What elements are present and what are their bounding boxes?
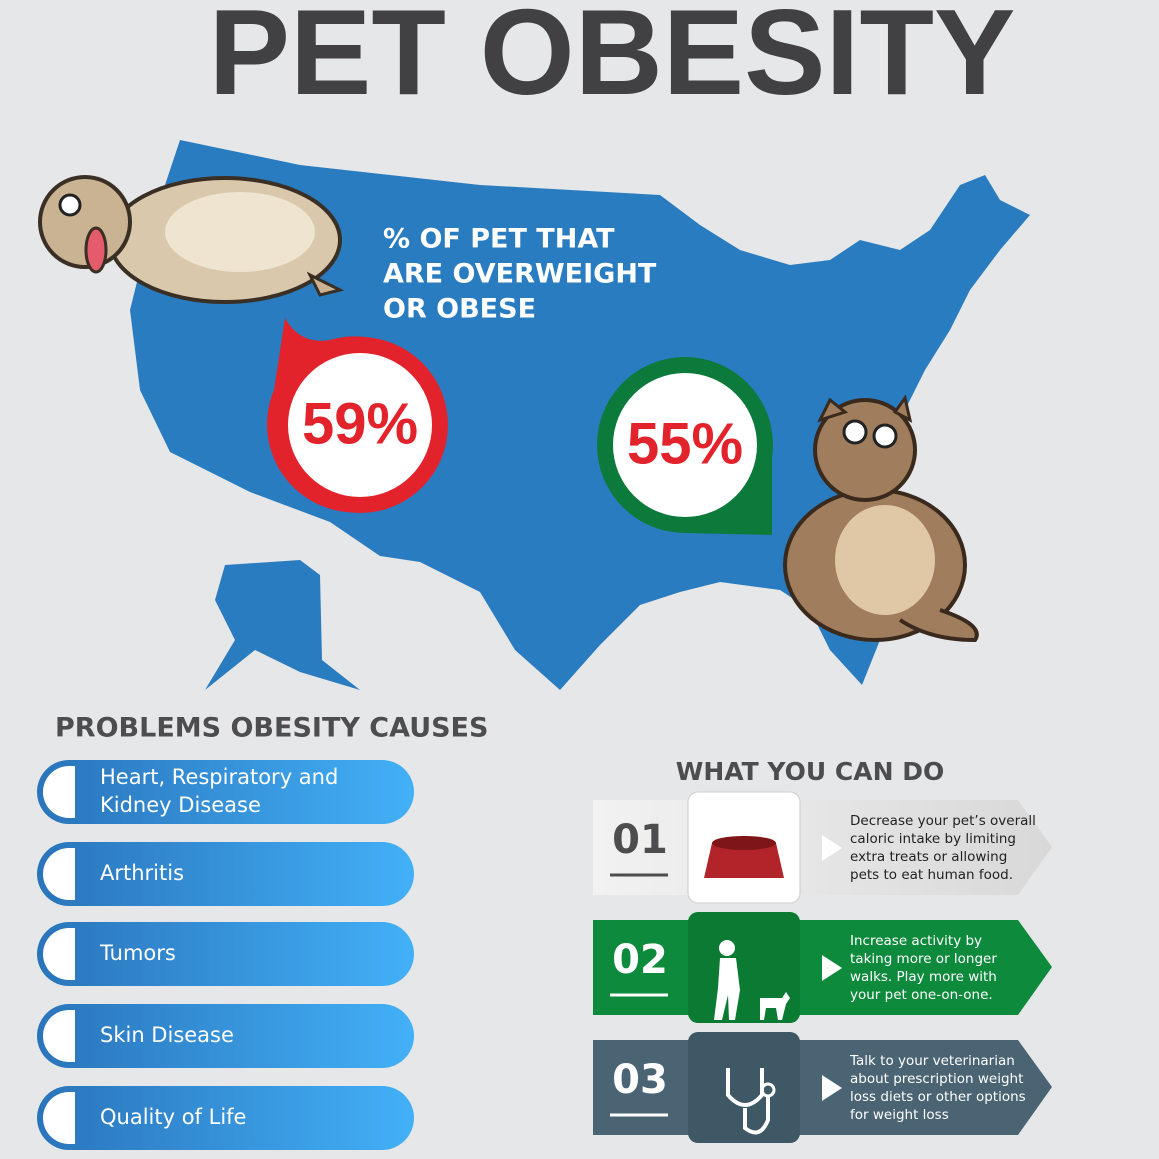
- problem-pill-cap: [43, 928, 75, 980]
- problem-pill-cap: [43, 1092, 75, 1144]
- bowl-icon: [704, 843, 784, 878]
- step-arrow: [822, 955, 842, 981]
- dog-marker: 59%: [267, 318, 448, 513]
- step-text: loss diets or other options: [850, 1089, 1026, 1105]
- step-text: Increase activity by: [850, 933, 982, 949]
- map-caption: % OF PET THAT: [383, 224, 615, 255]
- cat-illustration: [783, 394, 979, 643]
- step-text: caloric intake by limiting: [850, 831, 1016, 847]
- dog-icon: [760, 992, 790, 1020]
- problem-text: Heart, Respiratory and: [100, 765, 338, 789]
- step-icon-band: [688, 912, 800, 1023]
- step-text: your pet one-on-one.: [850, 987, 993, 1003]
- step-text: Talk to your veterinarian: [849, 1053, 1015, 1069]
- map-caption: OR OBESE: [383, 294, 536, 325]
- problem-text: Quality of Life: [100, 1105, 246, 1129]
- step-arrow: [822, 835, 842, 861]
- problem-text: Arthritis: [100, 861, 184, 885]
- problem-pill: [37, 1086, 414, 1150]
- step-text: taking more or longer: [850, 951, 997, 967]
- step-text: extra treats or allowing: [850, 849, 1007, 865]
- problem-pill: [37, 922, 414, 986]
- step-text: walks. Play more with: [850, 969, 997, 985]
- step-text: Decrease your pet’s overall: [850, 813, 1036, 829]
- stethoscope-icon: [760, 1082, 776, 1098]
- walker-icon: [714, 958, 740, 1020]
- problem-text: Kidney Disease: [100, 793, 261, 817]
- problem-text: Tumors: [99, 941, 176, 965]
- cat-percent: 55%: [627, 411, 743, 476]
- dog-percent: 59%: [302, 391, 418, 456]
- step-text: about prescription weight: [850, 1071, 1023, 1087]
- problem-pill-cap: [43, 848, 75, 900]
- problem-text: Skin Disease: [100, 1023, 234, 1047]
- title: PET OBESITY: [209, 0, 1016, 120]
- cat-marker: 55%: [597, 357, 773, 535]
- step-number: 03: [612, 1057, 668, 1103]
- map-caption: ARE OVERWEIGHT: [383, 259, 657, 290]
- problem-pill-cap: [43, 1010, 75, 1062]
- problem-pill: [37, 1004, 414, 1068]
- actions-title: WHAT YOU CAN DO: [676, 757, 944, 786]
- step-icon-band: [688, 1032, 800, 1143]
- bowl-icon: [712, 836, 776, 850]
- step-number: 01: [612, 817, 668, 863]
- step-arrow: [822, 1075, 842, 1101]
- step-number: 02: [612, 937, 668, 983]
- stethoscope-icon: [726, 1068, 770, 1135]
- step-text: for weight loss: [850, 1107, 949, 1123]
- step-text: pets to eat human food.: [850, 867, 1013, 883]
- walker-icon: [719, 940, 735, 956]
- problem-pill: [37, 760, 414, 824]
- dog-illustration: [38, 175, 345, 304]
- problems-title: PROBLEMS OBESITY CAUSES: [55, 713, 488, 744]
- lists: Heart, Respiratory and Kidney Disease Arth…: [37, 760, 1052, 1150]
- problem-pill-cap: [43, 766, 75, 818]
- problem-pill: [37, 842, 414, 906]
